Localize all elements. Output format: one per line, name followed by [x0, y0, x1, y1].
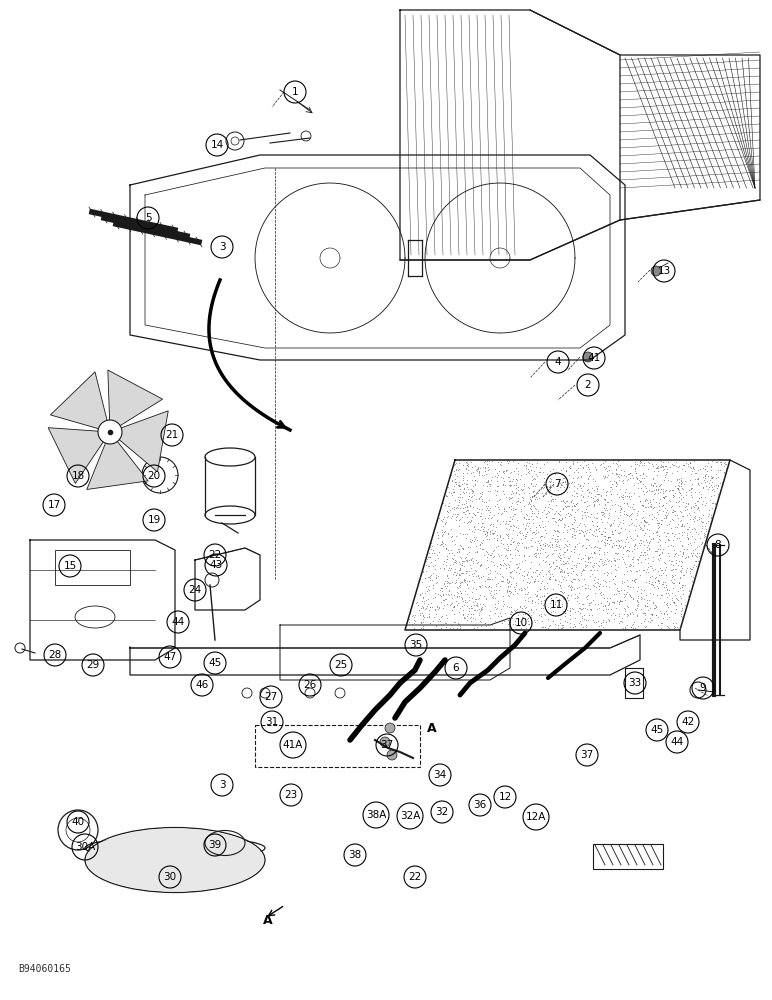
Circle shape	[651, 266, 661, 276]
Text: 23: 23	[284, 790, 298, 800]
Text: 41A: 41A	[283, 740, 303, 750]
Circle shape	[583, 352, 593, 362]
Text: 22: 22	[408, 872, 422, 882]
Text: 33: 33	[628, 678, 642, 688]
Text: 3: 3	[218, 242, 225, 252]
Text: 15: 15	[63, 561, 76, 571]
Polygon shape	[108, 370, 163, 426]
Text: 20: 20	[147, 471, 161, 481]
Text: 26: 26	[303, 680, 317, 690]
Text: 14: 14	[211, 140, 224, 150]
Text: 32A: 32A	[400, 811, 420, 821]
Text: 30A: 30A	[75, 842, 95, 852]
Text: 2: 2	[584, 380, 591, 390]
Text: 44: 44	[171, 617, 185, 627]
Text: 28: 28	[49, 650, 62, 660]
Text: 47: 47	[164, 652, 177, 662]
Circle shape	[385, 723, 395, 733]
Text: 37: 37	[381, 740, 394, 750]
Circle shape	[387, 750, 397, 760]
Text: 32: 32	[435, 807, 449, 817]
Text: 30: 30	[164, 872, 177, 882]
Text: 17: 17	[47, 500, 61, 510]
Text: 10: 10	[514, 618, 527, 628]
Polygon shape	[86, 441, 148, 489]
Bar	[55, 550, 130, 585]
Text: B94060165: B94060165	[18, 964, 71, 974]
Polygon shape	[48, 428, 103, 483]
Text: 37: 37	[581, 750, 594, 760]
Text: 39: 39	[208, 840, 222, 850]
Text: 3: 3	[218, 780, 225, 790]
Text: 36: 36	[473, 800, 486, 810]
Text: 24: 24	[188, 585, 201, 595]
Text: 46: 46	[195, 680, 208, 690]
Text: 12: 12	[499, 792, 512, 802]
Text: 19: 19	[147, 515, 161, 525]
Text: 42: 42	[682, 717, 695, 727]
Text: 43: 43	[209, 560, 222, 570]
Ellipse shape	[86, 828, 264, 892]
Text: 38A: 38A	[366, 810, 386, 820]
Text: 40: 40	[72, 817, 85, 827]
Text: 25: 25	[334, 660, 347, 670]
Text: 41: 41	[587, 353, 601, 363]
Polygon shape	[50, 372, 107, 429]
Text: 11: 11	[550, 600, 563, 610]
Text: 31: 31	[266, 717, 279, 727]
Text: 1: 1	[292, 87, 298, 97]
Text: 22: 22	[208, 550, 222, 560]
Text: 44: 44	[670, 737, 684, 747]
Text: A: A	[263, 914, 273, 926]
Text: 18: 18	[71, 471, 85, 481]
Text: 35: 35	[409, 640, 422, 650]
Text: 45: 45	[650, 725, 664, 735]
Text: 29: 29	[86, 660, 100, 670]
Text: 5: 5	[144, 213, 151, 223]
Polygon shape	[119, 411, 168, 472]
Bar	[255, 725, 420, 767]
Text: 21: 21	[165, 430, 178, 440]
Text: A: A	[427, 722, 437, 734]
Text: 13: 13	[658, 266, 671, 276]
Text: 8: 8	[715, 540, 721, 550]
Text: 27: 27	[264, 692, 278, 702]
Circle shape	[380, 737, 390, 747]
Text: 38: 38	[348, 850, 361, 860]
Bar	[625, 668, 643, 698]
Text: 7: 7	[554, 479, 560, 489]
Text: 45: 45	[208, 658, 222, 668]
Text: 6: 6	[452, 663, 459, 673]
Text: 9: 9	[699, 683, 706, 693]
Text: 4: 4	[555, 357, 561, 367]
Text: 12A: 12A	[526, 812, 546, 822]
Text: 34: 34	[433, 770, 447, 780]
Circle shape	[98, 420, 122, 444]
Bar	[593, 844, 663, 869]
